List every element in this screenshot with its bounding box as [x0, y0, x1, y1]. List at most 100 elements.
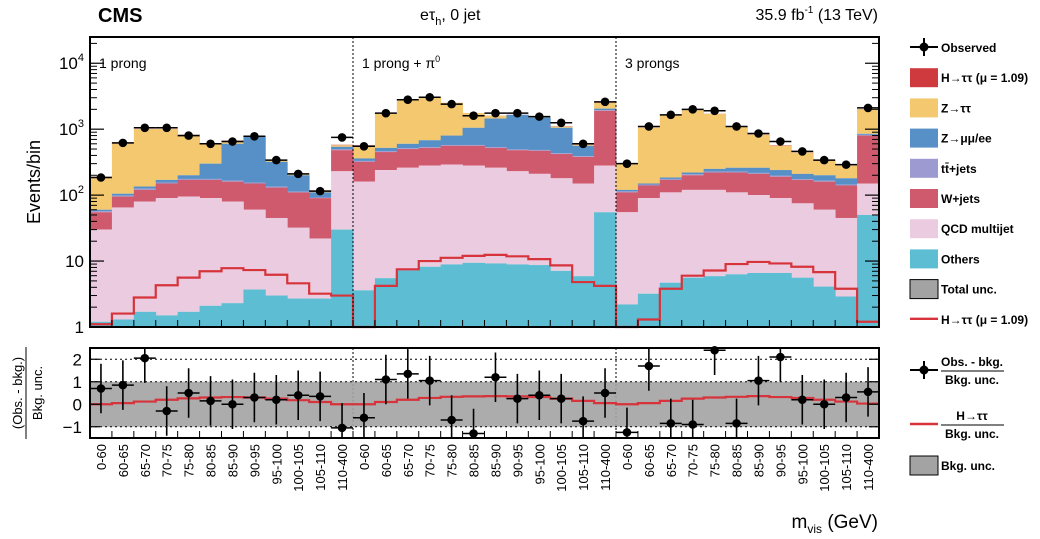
- legend-label: Total unc.: [941, 283, 997, 297]
- stack-bar: [791, 173, 814, 180]
- observed-marker: [688, 105, 698, 114]
- observed-marker: [622, 159, 632, 168]
- main-panel: 1 prong 1 prong + π0 3 prongs 110102103104…: [24, 36, 880, 438]
- ratio-marker: [754, 376, 763, 385]
- stack-bar: [637, 293, 661, 327]
- observed-marker: [491, 108, 500, 118]
- legend-entry: H→ττ (μ = 1.09): [910, 313, 1028, 327]
- ratio-marker: [622, 428, 632, 437]
- stack-bar: [309, 298, 332, 327]
- observed-marker: [184, 131, 193, 140]
- stack-bar: [265, 186, 288, 188]
- stack-bar: [90, 209, 113, 212]
- stack-bar: [90, 212, 113, 230]
- stack-bar: [769, 175, 792, 177]
- stack-bar: [550, 270, 573, 327]
- ratio-point: [155, 386, 178, 436]
- x-tick-label: 90-95: [247, 444, 262, 477]
- ratio-point: [703, 345, 726, 375]
- ratio-point: [659, 398, 682, 438]
- stack-bar: [177, 134, 200, 176]
- stack-bar: [111, 196, 135, 208]
- stack-bar: [747, 172, 770, 174]
- ratio-marker: [600, 388, 610, 398]
- y-tick-base: 10: [59, 54, 78, 73]
- channel-main: eτ: [420, 7, 436, 24]
- x-tick-label: 60-65: [642, 444, 657, 477]
- stack-bar: [396, 148, 420, 150]
- stack-bar: [681, 277, 705, 327]
- stack-bar: [857, 133, 880, 135]
- stack-bar: [506, 114, 529, 150]
- stack-bar: [791, 203, 814, 278]
- observed-marker: [337, 133, 347, 142]
- stack-bar: [572, 145, 595, 157]
- stack-bar: [396, 143, 420, 149]
- stack-bar: [813, 160, 836, 176]
- stack-bar: [155, 315, 179, 327]
- x-tick-label: 90-95: [773, 444, 788, 477]
- stack-bar: [90, 229, 113, 322]
- x-tick-label: 75-80: [445, 444, 460, 477]
- legend-label: Observed: [941, 41, 996, 55]
- observed-point: [309, 186, 332, 196]
- observed-point: [616, 159, 638, 168]
- stack-bar: [418, 147, 442, 148]
- y-tick-exp: 2: [78, 184, 84, 196]
- stack-bar: [199, 178, 222, 180]
- stack-bar: [199, 305, 222, 327]
- stack-bar: [155, 179, 179, 183]
- ratio-marker: [776, 352, 785, 362]
- main-y-label: Events/bin: [24, 140, 44, 224]
- legend-swatch: [910, 189, 938, 208]
- y-tick-text: 1: [75, 318, 84, 337]
- legend-label: QCD multijet: [941, 222, 1014, 236]
- x-tick-label: 75-80: [182, 444, 197, 477]
- y-tick-label: 104: [59, 52, 84, 73]
- ratio-point: [199, 376, 222, 426]
- stack-bar: [309, 198, 332, 239]
- stack-bar: [528, 150, 551, 174]
- ratio-marker: [534, 390, 544, 400]
- legend-entry: Others: [910, 249, 980, 269]
- channel-sub: h: [435, 16, 441, 28]
- observed-point: [659, 110, 682, 120]
- observed-point: [418, 92, 441, 102]
- ratio-point: [637, 348, 660, 391]
- stack-bar: [857, 135, 880, 184]
- region-label: 1 prong: [99, 55, 146, 71]
- stack-bar: [353, 160, 376, 162]
- stack-bar: [440, 264, 463, 327]
- stack-bar: [133, 186, 157, 189]
- stack-bar: [659, 177, 683, 179]
- x-tick-label: 65-70: [664, 444, 679, 477]
- ratio-marker: [666, 419, 676, 428]
- stack-bar: [243, 182, 266, 184]
- ratio-marker: [359, 413, 369, 423]
- ratio-legend-marker: [919, 365, 929, 375]
- stack-bar: [769, 170, 792, 176]
- signal-step-line: [90, 253, 879, 329]
- stack-bar: [396, 99, 420, 144]
- stack-bar: [550, 154, 573, 179]
- stack-bar: [221, 180, 244, 182]
- y-tick-label: 102: [59, 184, 84, 205]
- stack-bar: [857, 134, 880, 136]
- y-tick-base: 10: [59, 186, 78, 205]
- ratio-point: [440, 395, 463, 438]
- observed-point: [133, 123, 156, 133]
- stack-bar: [199, 143, 222, 164]
- observed-marker: [819, 155, 829, 165]
- stack-bar: [309, 197, 332, 199]
- stack-bar: [418, 140, 442, 148]
- observed-point: [396, 95, 419, 104]
- ratio-point: [265, 375, 288, 425]
- legend-entry: Observed: [910, 38, 996, 56]
- stack-bar: [835, 178, 858, 185]
- ratio-marker: [819, 399, 829, 409]
- observed-marker: [513, 108, 522, 118]
- region-label-sup: 0: [435, 54, 440, 64]
- legend-swatch: [910, 98, 938, 118]
- stack-bar: [155, 183, 179, 199]
